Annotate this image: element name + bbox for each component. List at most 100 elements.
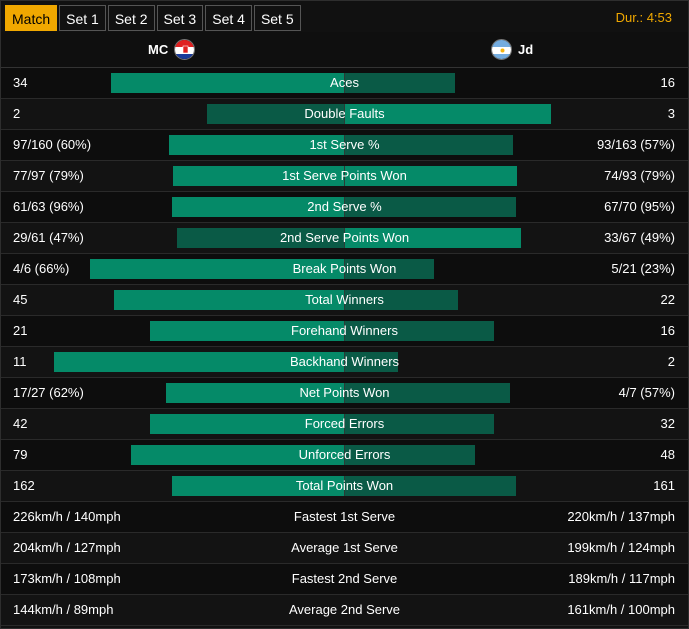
stat-bar-right [345,383,510,403]
player-left: MC [148,32,196,67]
stat-value-right: 5/21 (23%) [611,261,675,276]
stats-list: Aces 34 16 Double Faults 2 3 1st Serve % 97/160… [1,68,688,626]
stat-value-right: 67/70 (95%) [604,199,675,214]
stat-label: Unforced Errors [298,447,391,462]
stat-value-left: 21 [13,323,28,338]
stat-label: Fastest 2nd Serve [291,571,398,586]
stat-bar-left [114,290,345,310]
stat-bar-right [345,414,494,434]
stat-label: Aces [330,75,359,90]
stat-value-left: 77/97 (79%) [13,168,84,183]
stat-row: Backhand Winners 11 2 [1,347,688,378]
stat-value-left: 204km/h / 127mph [13,540,121,555]
stat-value-right: 161km/h / 100mph [567,602,675,617]
stat-bar-left [150,321,345,341]
set-tabs: Match Set 1 Set 2 Set 3 Set 4 Set 5 [5,5,301,31]
stat-bar-divider [344,321,345,341]
stat-value-right: 93/163 (57%) [596,137,675,152]
stat-value-right: 4/7 (57%) [618,385,675,400]
stat-label: Net Points Won [299,385,390,400]
stat-row: Net Points Won 17/27 (62%) 4/7 (57%) [1,378,688,409]
stat-bar-right [345,166,517,186]
stat-value-right: 16 [660,75,675,90]
stat-row: Fastest 2nd Serve 173km/h / 108mph 189km/h… [1,564,688,595]
stat-value-right: 3 [667,106,675,121]
stat-row: Break Points Won 4/6 (66%) 5/21 (23%) [1,254,688,285]
stat-row: Double Faults 2 3 [1,99,688,130]
stat-value-left: 34 [13,75,28,90]
stat-row: Fastest 1st Serve 226km/h / 140mph 220km/h… [1,502,688,533]
stat-row: Total Winners 45 22 [1,285,688,316]
stat-label: 2nd Serve Points Won [279,230,410,245]
match-duration: Dur.: 4:53 [615,10,672,25]
stat-bar-right [345,259,434,279]
stat-bar-divider [344,445,345,465]
stat-bar-right [345,228,521,248]
stat-bar-divider [344,259,345,279]
stat-bar-left [54,352,345,372]
croatia-flag-icon [174,39,196,60]
stat-bar-divider [344,73,345,93]
stat-row: 2nd Serve % 61/63 (96%) 67/70 (95%) [1,192,688,223]
stat-label: 2nd Serve % [307,199,382,214]
stat-bar-divider [344,197,345,217]
stat-row: Forehand Winners 21 16 [1,316,688,347]
stat-row: Total Points Won 162 161 [1,471,688,502]
stat-bar-left [172,476,345,496]
stat-row: 2nd Serve Points Won 29/61 (47%) 33/67 (49… [1,223,688,254]
stat-bar-divider [344,414,345,434]
stat-label: Fastest 1st Serve [293,509,396,524]
stat-label: Forehand Winners [291,323,398,338]
stat-bar-right [345,73,455,93]
stat-value-right: 2 [667,354,675,369]
stat-bar-right [345,445,475,465]
stat-row: Average 1st Serve 204km/h / 127mph 199km/h… [1,533,688,564]
stat-row: Forced Errors 42 32 [1,409,688,440]
stat-bar-divider [344,476,345,496]
stat-bar-divider [344,352,345,372]
stat-row: 1st Serve Points Won 77/97 (79%) 74/93 (79… [1,161,688,192]
stat-bar-left [172,197,345,217]
stat-row: Average 2nd Serve 144km/h / 89mph 161km/h … [1,595,688,626]
stat-value-left: 2 [13,106,21,121]
stat-bar-right [345,197,516,217]
stat-bar-divider [344,290,345,310]
tab-set-1[interactable]: Set 1 [59,5,106,31]
stat-bar-left [111,73,345,93]
stat-bar-left [90,259,345,279]
stat-label: 1st Serve % [309,137,380,152]
player-left-name: MC [148,42,169,57]
stat-bar-left [207,104,345,124]
stat-value-left: 29/61 (47%) [13,230,84,245]
stat-value-left: 144km/h / 89mph [13,602,114,617]
stat-value-right: 33/67 (49%) [604,230,675,245]
tab-set-3[interactable]: Set 3 [156,5,204,31]
stat-value-right: 22 [660,292,675,307]
tab-set-2[interactable]: Set 2 [107,5,155,31]
stat-value-left: 17/27 (62%) [13,385,84,400]
tab-set-4[interactable]: Set 4 [205,5,252,31]
stat-bar-divider [344,383,345,403]
stat-label: Total Points Won [295,478,394,493]
stat-value-right: 48 [660,447,675,462]
stat-label: Forced Errors [304,416,385,431]
stat-value-left: 173km/h / 108mph [13,571,121,586]
stat-bar-right [345,352,398,372]
tab-match[interactable]: Match [5,5,58,31]
stat-bar-right [345,321,494,341]
stat-row: Aces 34 16 [1,68,688,99]
stat-bar-divider [344,135,345,155]
stat-value-right: 161 [653,478,675,493]
stat-row: 1st Serve % 97/160 (60%) 93/163 (57%) [1,130,688,161]
stat-bar-right [345,104,551,124]
stat-bar-divider [344,166,345,186]
stat-bar-right [345,290,458,310]
stat-bar-left [131,445,345,465]
stat-row: Unforced Errors 79 48 [1,440,688,471]
players-header: MC Jd [1,32,688,68]
stat-bar-right [345,476,516,496]
tab-set-5[interactable]: Set 5 [253,5,301,31]
stat-value-left: 4/6 (66%) [13,261,70,276]
stat-value-left: 162 [13,478,35,493]
stat-label: Backhand Winners [289,354,400,369]
